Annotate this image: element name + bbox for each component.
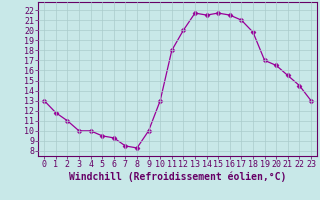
X-axis label: Windchill (Refroidissement éolien,°C): Windchill (Refroidissement éolien,°C) — [69, 172, 286, 182]
